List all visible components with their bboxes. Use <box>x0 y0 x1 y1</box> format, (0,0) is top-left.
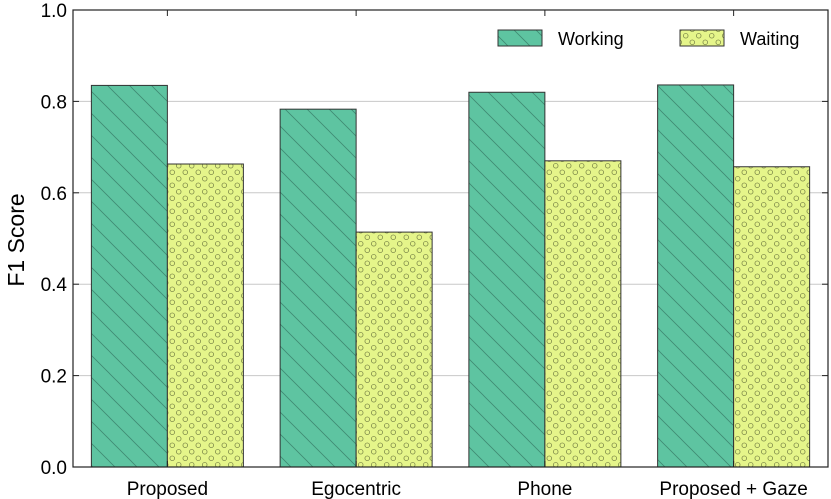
bars <box>90 84 811 468</box>
y-tick-labels: 0.0 0.2 0.4 0.6 0.8 1.0 <box>41 1 68 479</box>
x-tick-labels: Proposed Egocentric Phone Proposed + Gaze <box>127 479 808 499</box>
y-tick-label: 1.0 <box>41 1 67 22</box>
legend-swatch-waiting <box>679 29 725 47</box>
axes <box>72 9 829 468</box>
y-axis-title: F1 Score <box>3 193 29 286</box>
y-tick-label: 0.8 <box>41 92 67 113</box>
bar-working-4 <box>657 84 735 468</box>
bar-working-1 <box>90 84 168 468</box>
legend-swatch-working <box>497 29 543 47</box>
legend-label-working: Working <box>558 29 624 49</box>
x-tick-label: Proposed + Gaze <box>659 479 807 499</box>
legend-label-waiting: Waiting <box>740 29 799 49</box>
y-tick-label: 0.6 <box>41 184 67 205</box>
y-tick-label: 0.2 <box>41 367 67 388</box>
plot-frame <box>72 9 829 468</box>
x-tick-label: Phone <box>517 479 572 499</box>
bar-waiting-3 <box>544 160 622 468</box>
y-tick-label: 0.0 <box>41 458 67 479</box>
bar-waiting-4 <box>733 166 811 468</box>
legend: Working Waiting <box>497 29 799 49</box>
y-tick-label: 0.4 <box>41 275 68 296</box>
bar-working-3 <box>468 91 546 468</box>
bar-waiting-1 <box>166 163 244 468</box>
x-tick-label: Proposed <box>127 479 208 499</box>
bar-working-2 <box>279 108 357 468</box>
x-tick-label: Egocentric <box>311 479 401 499</box>
bar-waiting-2 <box>355 231 433 468</box>
